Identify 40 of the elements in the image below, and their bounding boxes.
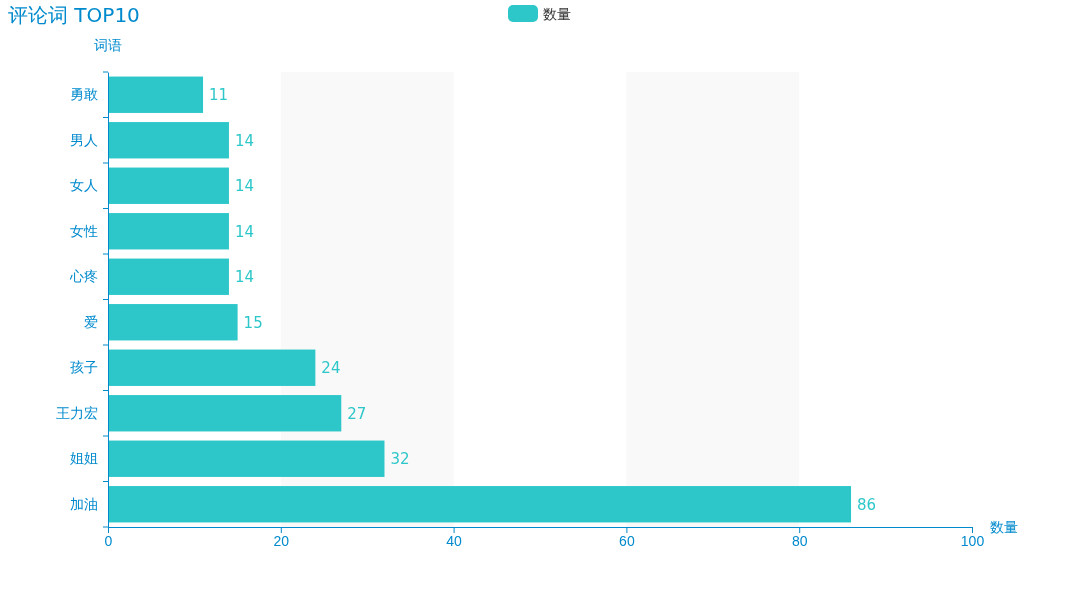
bar [108, 76, 204, 113]
data-label: 86 [857, 495, 877, 514]
bar [108, 440, 385, 477]
x-tick-label: 40 [446, 532, 463, 549]
bar [108, 395, 342, 432]
x-tick-label: 100 [960, 532, 985, 549]
x-axis-title: 数量 [990, 519, 1018, 535]
data-label: 27 [347, 404, 367, 423]
y-tick-label: 女性 [70, 222, 98, 239]
y-tick-label: 男人 [70, 131, 98, 148]
x-tick-label: 0 [104, 532, 113, 549]
data-label: 15 [243, 313, 263, 332]
data-label: 14 [234, 177, 255, 195]
y-tick-label: 孩子 [70, 359, 98, 376]
data-label: 14 [234, 268, 255, 286]
y-tick-label: 勇敢 [70, 86, 98, 103]
x-tick-label: 60 [619, 532, 635, 549]
y-tick-label: 心疼 [69, 268, 98, 285]
y-tick-label: 爱 [84, 313, 98, 330]
legend-label: 数量 [543, 6, 571, 22]
bar [108, 213, 229, 250]
x-tick-label: 80 [791, 532, 808, 549]
bar [108, 304, 238, 341]
y-tick-label: 加油 [70, 495, 98, 512]
data-label: 11 [209, 86, 229, 104]
chart-title: 评论词 TOP10 [8, 3, 140, 27]
data-label: 24 [321, 359, 341, 377]
data-label: 14 [234, 131, 255, 150]
bar [108, 167, 229, 204]
x-tick-label: 20 [273, 532, 290, 549]
bar [108, 349, 316, 386]
bar [108, 122, 229, 159]
bar [108, 258, 229, 295]
y-tick-label: 姐姐 [70, 450, 98, 467]
data-label: 32 [390, 450, 410, 468]
bar [108, 486, 852, 523]
data-label: 14 [234, 222, 255, 241]
y-tick-label: 王力宏 [56, 404, 98, 421]
y-tick-label: 女人 [70, 177, 98, 194]
y-axis-title: 词语 [94, 37, 122, 53]
